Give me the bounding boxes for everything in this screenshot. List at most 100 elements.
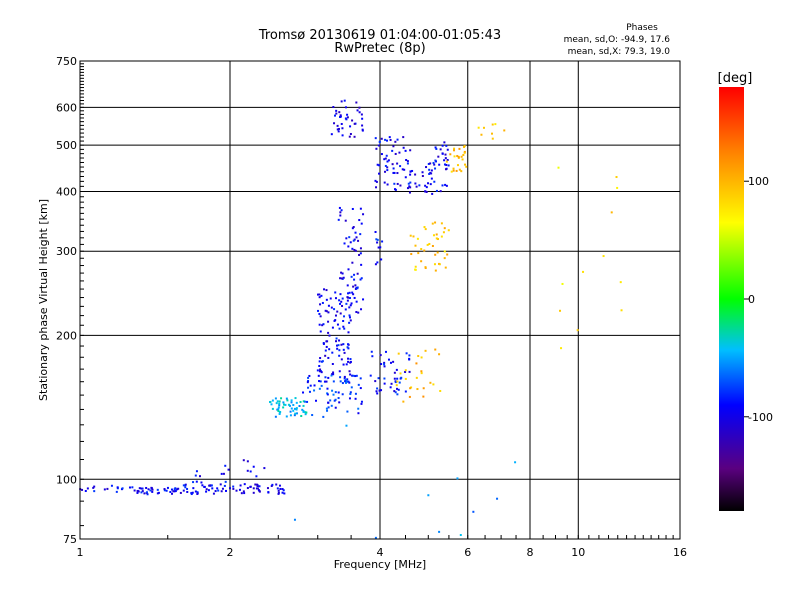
data-point (322, 342, 325, 345)
data-point (396, 162, 399, 165)
data-point (173, 488, 176, 491)
data-point (93, 485, 96, 488)
data-point (201, 484, 204, 487)
data-point (374, 179, 377, 182)
data-point (284, 403, 287, 406)
data-point (336, 323, 339, 326)
data-point (332, 106, 335, 109)
data-point (172, 490, 175, 493)
data-point (194, 490, 197, 493)
data-point (480, 133, 483, 136)
data-point (355, 300, 358, 303)
data-point (186, 490, 189, 493)
data-point (354, 287, 357, 290)
x-tick-label: 6 (464, 546, 471, 559)
data-point (414, 265, 417, 268)
data-point (446, 253, 449, 256)
data-point (278, 413, 281, 416)
data-point (140, 487, 143, 490)
data-point (392, 145, 395, 148)
data-point (359, 247, 362, 250)
data-point (340, 209, 343, 212)
data-point (440, 222, 443, 225)
data-point (344, 381, 347, 384)
data-point (376, 163, 379, 166)
data-point (406, 162, 409, 165)
data-point (424, 190, 427, 193)
data-point (394, 391, 397, 394)
data-point (319, 315, 322, 318)
data-point (321, 301, 324, 304)
data-point (355, 101, 358, 104)
data-point (376, 261, 379, 264)
data-point (326, 409, 329, 412)
data-point (383, 377, 386, 380)
data-point (396, 377, 399, 380)
data-point (320, 294, 323, 297)
data-point (327, 320, 330, 323)
data-point (299, 400, 302, 403)
data-point (610, 211, 613, 214)
data-point (256, 487, 259, 490)
data-point (353, 238, 356, 241)
data-point (406, 187, 409, 190)
data-point (156, 492, 159, 495)
data-point (426, 243, 429, 246)
data-point (325, 298, 328, 301)
stats-line-o: mean, sd,O: -94.9, 17.6 (564, 35, 671, 45)
data-point (356, 272, 359, 275)
data-point (376, 241, 379, 244)
data-point (494, 123, 497, 126)
data-point (353, 273, 356, 276)
data-point (156, 488, 159, 491)
data-point (347, 343, 350, 346)
data-point (136, 491, 139, 494)
data-point (384, 157, 387, 160)
data-point (383, 382, 386, 385)
data-point (282, 489, 285, 492)
data-point (307, 376, 310, 379)
data-point (620, 309, 623, 312)
data-point (353, 122, 356, 125)
data-point (157, 491, 160, 494)
data-point (414, 182, 417, 185)
data-point (409, 186, 412, 189)
data-point (576, 329, 579, 332)
data-point (384, 170, 387, 173)
data-point (412, 235, 415, 238)
data-point (341, 393, 344, 396)
data-point (258, 490, 261, 493)
data-point (347, 331, 350, 334)
data-point (246, 487, 249, 490)
data-point (341, 304, 344, 307)
data-point (444, 157, 447, 160)
data-point (176, 488, 179, 491)
data-point (191, 491, 194, 494)
data-point (343, 315, 346, 318)
data-point (341, 297, 344, 300)
data-point (317, 309, 320, 312)
data-point (398, 381, 401, 384)
data-point (338, 370, 341, 373)
data-point (357, 383, 360, 386)
data-point (415, 376, 418, 379)
data-point (439, 190, 442, 193)
data-point (331, 326, 334, 329)
data-point (465, 165, 468, 168)
data-point (383, 363, 386, 366)
data-point (427, 162, 430, 165)
data-point (324, 349, 327, 352)
data-point (334, 406, 337, 409)
data-point (349, 360, 352, 363)
data-point (432, 161, 435, 164)
data-point (379, 246, 382, 249)
data-point (464, 163, 467, 166)
data-point (343, 351, 346, 354)
data-point (392, 171, 395, 174)
data-point (438, 353, 441, 356)
data-point (317, 293, 320, 296)
data-point (358, 219, 361, 222)
data-point (348, 316, 351, 319)
data-point (336, 124, 339, 127)
data-point (354, 284, 357, 287)
